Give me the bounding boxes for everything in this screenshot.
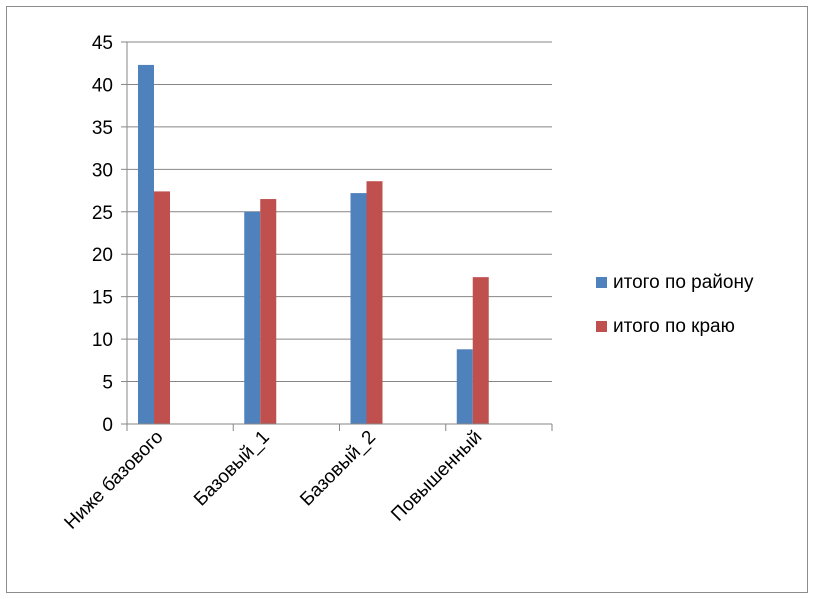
- y-tick-label: 0: [102, 415, 113, 436]
- y-tick-label: 5: [102, 373, 113, 394]
- legend: итого по району итого по краю: [596, 272, 754, 337]
- legend-swatch: [596, 321, 607, 332]
- x-category-label: Базовый_1: [190, 427, 274, 511]
- y-tick-label: 45: [92, 33, 113, 54]
- bar-district-4: [456, 349, 473, 424]
- axes: [121, 41, 553, 431]
- bars: [138, 64, 489, 425]
- y-tick-label: 15: [92, 288, 113, 309]
- x-category-label: Ниже базового: [61, 427, 168, 534]
- x-category-labels: Ниже базового Базовый_1 Базовый_2 Повышенны…: [61, 427, 487, 534]
- y-tick-label: 10: [92, 330, 113, 351]
- bar-district-2: [244, 211, 261, 424]
- legend-swatch: [596, 277, 607, 288]
- y-tick-label: 20: [92, 245, 113, 266]
- legend-label: итого по району: [613, 272, 754, 293]
- legend-label: итого по краю: [613, 316, 735, 337]
- x-category-label: Повышенный: [387, 427, 486, 526]
- bar-region-1: [154, 191, 170, 424]
- bar-region-4: [472, 277, 489, 424]
- bar-region-2: [260, 199, 277, 424]
- x-category-label: Базовый_2: [296, 427, 380, 511]
- y-tick-labels: 0 5 10 15 20 25 30 35 40 45: [92, 33, 113, 436]
- y-tick-label: 35: [92, 118, 113, 139]
- y-tick-label: 25: [92, 203, 113, 224]
- bar-region-3: [366, 181, 383, 424]
- y-tick-label: 40: [92, 75, 113, 96]
- bar-district-1: [138, 64, 154, 425]
- y-tick-label: 30: [92, 160, 113, 181]
- bar-district-3: [350, 193, 367, 424]
